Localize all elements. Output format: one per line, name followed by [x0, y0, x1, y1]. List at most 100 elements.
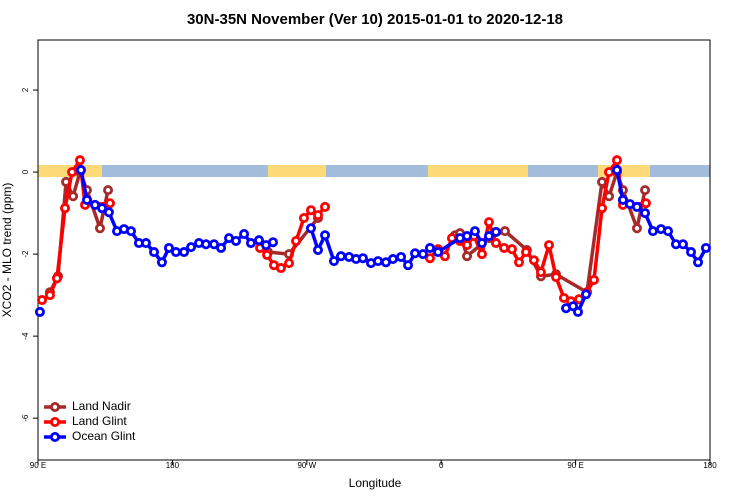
data-point — [462, 231, 473, 242]
data-point — [103, 185, 114, 196]
data-point — [200, 239, 211, 250]
data-point — [373, 256, 384, 267]
data-point — [617, 194, 628, 205]
legend-label: Ocean Glint — [72, 429, 136, 443]
data-point — [693, 257, 704, 268]
data-point — [254, 235, 265, 246]
data-point — [34, 306, 45, 317]
data-point — [284, 258, 295, 269]
data-point — [483, 217, 494, 228]
data-point — [631, 223, 642, 234]
data-point — [535, 267, 546, 278]
data-point — [216, 242, 227, 253]
data-point — [268, 237, 279, 248]
data-point — [521, 247, 532, 258]
x-tick-label: 180 — [703, 461, 717, 470]
data-point — [491, 226, 502, 237]
data-point — [320, 201, 331, 212]
data-point — [462, 251, 473, 262]
land-strip — [428, 165, 528, 177]
data-point — [640, 198, 651, 209]
x-axis-label: Longitude — [349, 476, 402, 490]
series — [34, 165, 711, 317]
data-point — [491, 238, 502, 249]
data-point — [104, 198, 115, 209]
data-point — [68, 191, 79, 202]
data-point — [312, 244, 323, 255]
x-tick-label: 90 E — [567, 461, 583, 470]
x-tick-label: 180 — [166, 461, 180, 470]
data-point — [611, 155, 622, 166]
data-point — [262, 249, 273, 260]
y-tick-label: -2 — [21, 250, 30, 258]
data-point — [186, 242, 197, 253]
data-point — [476, 249, 487, 260]
data-point — [67, 167, 78, 178]
data-point — [357, 253, 368, 264]
legend-marker — [50, 416, 61, 427]
data-point — [37, 295, 48, 306]
data-point — [387, 254, 398, 265]
data-point — [163, 242, 174, 253]
data-point — [81, 194, 92, 205]
data-point — [588, 274, 599, 285]
data-point — [410, 248, 421, 259]
data-point — [476, 238, 487, 249]
x-tick-label: 0 — [439, 461, 444, 470]
data-point — [568, 301, 579, 312]
land-strip — [268, 165, 326, 177]
data-point — [245, 238, 256, 249]
data-point — [239, 229, 250, 240]
x-tick-label: 90 W — [297, 461, 316, 470]
data-point — [572, 306, 583, 317]
data-point — [640, 208, 651, 219]
y-tick-label: 0 — [21, 169, 30, 174]
legend-marker — [50, 401, 61, 412]
data-point — [544, 240, 555, 251]
y-axis-label: XCO2 - MLO trend (ppm) — [0, 183, 14, 318]
legend-label: Land Nadir — [72, 399, 131, 413]
data-point — [312, 210, 323, 221]
data-point — [140, 238, 151, 249]
data-point — [647, 226, 658, 237]
data-point — [439, 251, 450, 262]
legend-label: Land Glint — [72, 414, 127, 428]
y-tick-label: 2 — [21, 87, 30, 92]
data-point — [335, 251, 346, 262]
data-point — [640, 185, 651, 196]
data-point — [231, 235, 242, 246]
data-point — [149, 247, 160, 258]
data-point — [298, 213, 309, 224]
data-point — [396, 251, 407, 262]
data-point — [126, 226, 137, 237]
data-point — [275, 263, 286, 274]
x-tick-label: 90 E — [30, 461, 46, 470]
data-point — [700, 242, 711, 253]
data-point — [76, 165, 87, 176]
data-point — [291, 235, 302, 246]
data-point — [44, 290, 55, 301]
data-point — [499, 242, 510, 253]
data-point — [677, 239, 688, 250]
data-point — [320, 230, 331, 241]
data-point — [403, 260, 414, 271]
plot-frame — [37, 39, 711, 461]
y-tick-label: -4 — [21, 332, 30, 340]
data-point — [528, 255, 539, 266]
data-point — [94, 223, 105, 234]
data-point — [305, 205, 316, 216]
data-point — [514, 257, 525, 268]
data-point — [74, 155, 85, 166]
data-point — [506, 244, 517, 255]
data-point — [305, 223, 316, 234]
data-point — [179, 247, 190, 258]
data-point — [60, 203, 71, 214]
data-point — [604, 167, 615, 178]
chart-title: 30N-35N November (Ver 10) 2015-01-01 to … — [187, 11, 563, 28]
data-point — [209, 239, 220, 250]
data-point — [483, 231, 494, 242]
land-mask — [38, 165, 710, 177]
data-point — [424, 253, 435, 264]
